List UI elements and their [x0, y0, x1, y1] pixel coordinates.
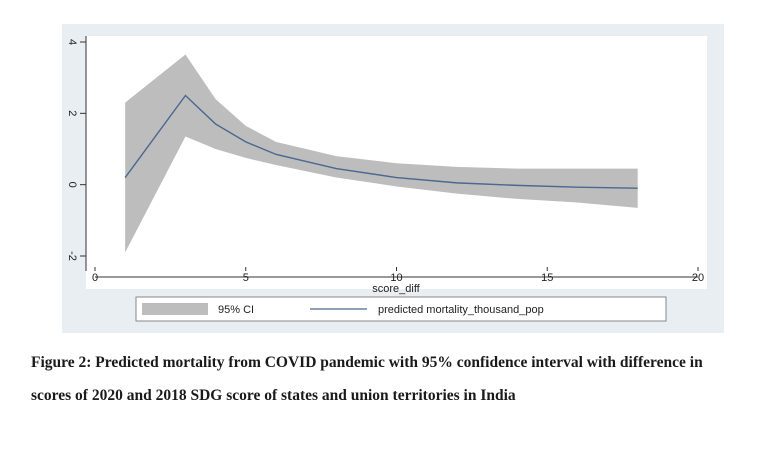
x-tick-label: 20: [692, 272, 704, 284]
x-tick-label: 10: [390, 272, 402, 284]
ci-band: [125, 54, 638, 253]
y-tick-label: 0: [66, 182, 78, 188]
legend: 95% CI predicted mortality_thousand_pop: [135, 296, 667, 322]
y-ticks: -2 0 2 4: [66, 39, 86, 261]
y-tick-label: 2: [66, 110, 78, 116]
prediction-line: [124, 94, 638, 189]
y-tick-label: 4: [66, 39, 78, 45]
legend-swatch-ci: [142, 303, 208, 315]
x-tick-label: 0: [92, 272, 98, 284]
figure-caption: Figure 2: Predicted mortality from COVID…: [31, 354, 703, 404]
figure-panel: -2 0 2 4 0 5 10 15 20 score_diff 95% CI predict…: [62, 24, 724, 333]
legend-box: [135, 296, 667, 322]
x-ticks: 0 5 10 15 20: [92, 267, 704, 284]
chart: -2 0 2 4 0 5 10 15 20 score_diff 95% CI predict…: [66, 36, 707, 322]
y-tick-label: -2: [66, 251, 78, 261]
x-axis-title: score_diff: [372, 283, 420, 295]
legend-label-line: predicted mortality_thousand_pop: [378, 304, 544, 316]
prediction-line-layer: [124, 94, 638, 189]
x-tick-label: 15: [541, 272, 553, 284]
x-tick-label: 5: [243, 272, 249, 284]
legend-label-ci: 95% CI: [218, 304, 254, 316]
ci-band-layer: [125, 54, 638, 253]
